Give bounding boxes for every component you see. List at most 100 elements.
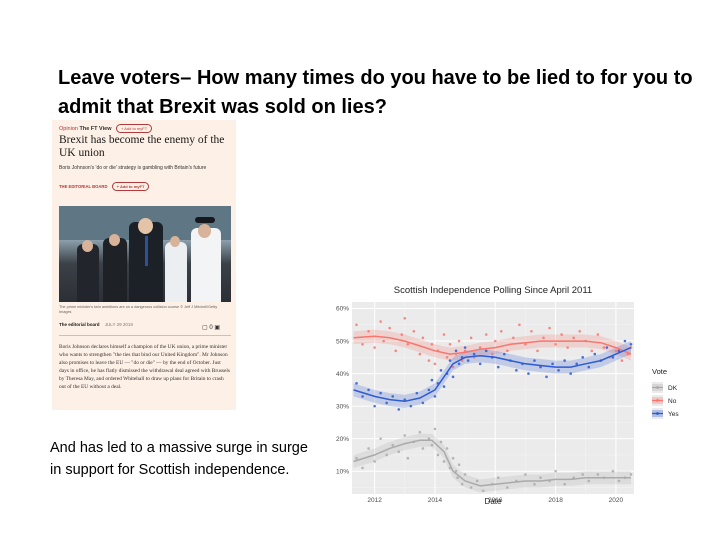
point-no <box>560 333 563 336</box>
point-no <box>542 336 545 340</box>
point-yes <box>527 372 530 375</box>
legend-title: Vote <box>652 367 667 376</box>
print-icon: ▣ <box>214 325 221 331</box>
point-no <box>518 323 521 327</box>
legend: Vote DK No Yes <box>652 367 679 419</box>
trend-line-yes <box>353 346 632 403</box>
point-no <box>442 333 446 336</box>
point-no <box>367 329 370 333</box>
point-no <box>614 349 618 353</box>
ft-section: Opinion <box>59 126 78 132</box>
point-no <box>572 336 575 340</box>
ft-board-line: THE EDITORIAL BOARD + Add to myFT <box>59 182 150 191</box>
legend-dot-yes <box>656 412 659 415</box>
point-dk <box>451 456 455 460</box>
point-no <box>499 329 503 333</box>
point-dk <box>439 440 443 444</box>
point-dk <box>397 450 401 453</box>
point-yes <box>385 401 388 405</box>
x-tick-label: 2018 <box>548 497 563 504</box>
band-yes <box>353 341 631 408</box>
y-tick-label: 50% <box>336 338 349 345</box>
confidence-bands <box>353 329 631 493</box>
point-dk <box>427 437 431 440</box>
point-dk <box>430 443 434 447</box>
point-yes <box>581 356 585 359</box>
point-no <box>457 339 461 343</box>
point-yes <box>484 349 488 353</box>
point-yes <box>478 362 482 366</box>
legend-dot-no <box>656 399 659 402</box>
point-no <box>412 329 416 333</box>
point-no <box>406 343 410 346</box>
point-dk <box>581 473 585 476</box>
point-dk <box>533 482 536 486</box>
point-no <box>484 333 488 336</box>
point-dk <box>445 447 449 450</box>
trend-line-no <box>353 335 632 355</box>
polling-chart-svg: Scottish Independence Polling Since Apri… <box>336 285 679 506</box>
point-dk <box>475 479 479 483</box>
point-dk <box>355 456 358 460</box>
point-no <box>566 346 569 349</box>
point-dk <box>617 479 621 483</box>
point-yes <box>575 362 578 366</box>
point-no <box>379 320 382 323</box>
point-yes <box>457 362 461 366</box>
point-no <box>427 359 431 362</box>
point-dk <box>442 460 446 463</box>
point-yes <box>545 375 548 379</box>
point-dk <box>496 476 500 480</box>
point-dk <box>433 427 437 431</box>
point-no <box>400 333 404 336</box>
point-no <box>602 346 606 349</box>
ft-article-clipping: Opinion The FT View + Add to myFT Brexit… <box>52 120 236 410</box>
y-tick-label: 20% <box>336 436 349 443</box>
point-yes <box>427 388 431 392</box>
point-yes <box>391 395 395 398</box>
point-yes <box>629 343 633 346</box>
point-no <box>355 323 358 327</box>
point-dk <box>629 473 633 476</box>
plot-panel <box>352 302 634 494</box>
point-yes <box>463 346 467 349</box>
data-points <box>355 316 633 493</box>
point-no <box>578 329 582 333</box>
point-dk <box>406 456 410 460</box>
point-no <box>590 349 594 353</box>
axis-ticks: 10% 20% 30% 40% 50% 60% 2012 2014 2016 2018 2020 <box>336 306 624 504</box>
point-no <box>548 326 551 330</box>
ft-actions: ▢ 0 ▣ <box>202 324 220 331</box>
ft-standfirst: Boris Johnson's 'do or die' strategy is … <box>59 165 207 171</box>
point-yes <box>448 359 452 362</box>
point-no <box>554 343 557 346</box>
ft-section-line: Opinion The FT View + Add to myFT <box>59 124 153 133</box>
point-dk <box>373 460 376 463</box>
point-yes <box>442 385 446 388</box>
ft-byline-line: The editorial board JULY 29 2019 <box>59 322 133 327</box>
point-yes <box>403 398 407 401</box>
point-dk <box>367 447 370 450</box>
grid-layer <box>352 302 634 494</box>
slide-title: Leave voters– How many times do you have… <box>58 67 693 118</box>
ft-photo <box>59 206 231 302</box>
x-axis-label: Date <box>485 497 502 506</box>
point-dk <box>596 473 600 476</box>
add-to-myft-button: + Add to myFT <box>116 124 153 133</box>
point-no <box>506 349 509 353</box>
point-no <box>451 365 455 369</box>
point-dk <box>403 434 407 437</box>
ft-column: The FT View <box>79 126 112 132</box>
point-dk <box>524 473 527 476</box>
y-tick-label: 30% <box>336 403 349 410</box>
point-no <box>361 343 364 346</box>
point-no <box>512 336 515 340</box>
point-no <box>478 346 482 349</box>
y-tick-label: 40% <box>336 371 349 378</box>
point-dk <box>460 482 464 486</box>
point-dk <box>481 489 485 493</box>
point-no <box>445 356 449 359</box>
point-dk <box>457 463 461 467</box>
point-dk <box>456 476 459 480</box>
point-no <box>469 336 473 340</box>
